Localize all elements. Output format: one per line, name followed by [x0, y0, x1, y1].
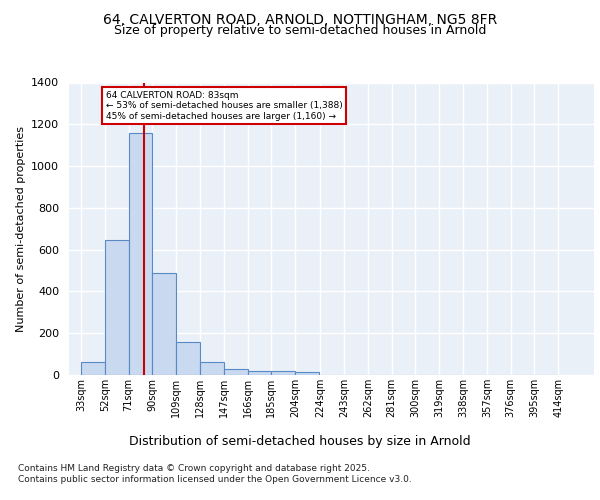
- Bar: [295, 372, 319, 375]
- Bar: [128, 132, 152, 375]
- Bar: [248, 371, 271, 375]
- Bar: [152, 272, 176, 375]
- Bar: [271, 371, 295, 375]
- Text: Distribution of semi-detached houses by size in Arnold: Distribution of semi-detached houses by …: [129, 435, 471, 448]
- Text: Size of property relative to semi-detached houses in Arnold: Size of property relative to semi-detach…: [114, 24, 486, 37]
- Bar: [200, 362, 224, 375]
- Bar: [224, 368, 248, 375]
- Bar: [176, 342, 200, 375]
- Text: Contains HM Land Registry data © Crown copyright and database right 2025.: Contains HM Land Registry data © Crown c…: [18, 464, 370, 473]
- Text: 64 CALVERTON ROAD: 83sqm
← 53% of semi-detached houses are smaller (1,388)
45% o: 64 CALVERTON ROAD: 83sqm ← 53% of semi-d…: [106, 91, 343, 120]
- Text: Contains public sector information licensed under the Open Government Licence v3: Contains public sector information licen…: [18, 475, 412, 484]
- Bar: [105, 240, 128, 375]
- Text: 64, CALVERTON ROAD, ARNOLD, NOTTINGHAM, NG5 8FR: 64, CALVERTON ROAD, ARNOLD, NOTTINGHAM, …: [103, 12, 497, 26]
- Bar: [81, 362, 105, 375]
- Y-axis label: Number of semi-detached properties: Number of semi-detached properties: [16, 126, 26, 332]
